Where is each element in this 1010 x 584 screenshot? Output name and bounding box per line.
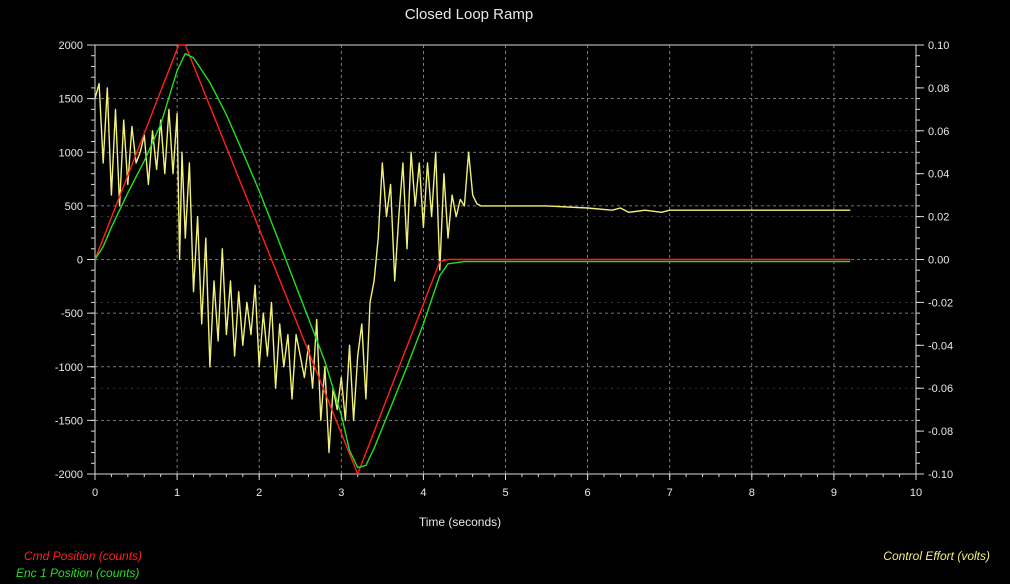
y-right-tick-label: 0.00 [928,255,949,267]
y-right-tick-label: 0.04 [928,169,949,181]
y-right-tick-label: -0.10 [928,469,953,481]
x-tick-label: 10 [910,487,922,499]
x-tick-label: 4 [420,487,426,499]
y-right-tick-label: -0.02 [928,297,953,309]
x-tick-label: 3 [338,487,344,499]
x-tick-label: 2 [256,487,262,499]
series-layer [94,44,851,475]
x-tick-label: 9 [831,487,837,499]
y-left-tick-label: 1000 [59,147,83,159]
legend-enc1-position: Enc 1 Position (counts) [16,566,140,580]
y-right-tick-label: -0.06 [928,383,953,395]
y-right-tick-label: 0.06 [928,126,949,138]
x-tick-label: 0 [92,487,98,499]
y-right-tick-label: 0.02 [928,212,949,224]
x-tick-label: 1 [174,487,180,499]
x-tick-label: 7 [667,487,673,499]
y-right-tick-label: -0.08 [928,426,953,438]
x-axis-label: Time (seconds) [419,515,501,529]
y-left-tick-label: 0 [77,255,83,267]
x-tick-label: 6 [585,487,591,499]
y-right-tick-label: 0.10 [928,40,949,52]
y-left-tick-label: 1500 [59,94,83,106]
legend-control-effort: Control Effort (volts) [883,549,990,563]
legend-cmd-position: Cmd Position (counts) [24,549,143,563]
chart-title: Closed Loop Ramp [405,6,533,23]
y-left-tick-label: 500 [65,201,83,213]
y-left-tick-label: -1500 [55,415,83,427]
y-left-tick-label: -2000 [55,469,83,481]
x-tick-label: 8 [749,487,755,499]
y-right-tick-label: 0.08 [928,83,949,95]
series-control-effort [94,82,851,454]
series-enc1-position [94,52,851,469]
y-left-tick-label: 2000 [59,40,83,52]
ticks: 0 1 2 3 4 5 6 7 8 9 10 2000 1500 1000 500 0 -500 -1000 -15… [55,40,953,499]
y-left-tick-label: -1000 [55,362,83,374]
y-right-tick-label: -0.04 [928,340,953,352]
y-left-tick-label: -500 [61,308,83,320]
x-tick-label: 5 [502,487,508,499]
series-cmd-position [94,44,851,475]
